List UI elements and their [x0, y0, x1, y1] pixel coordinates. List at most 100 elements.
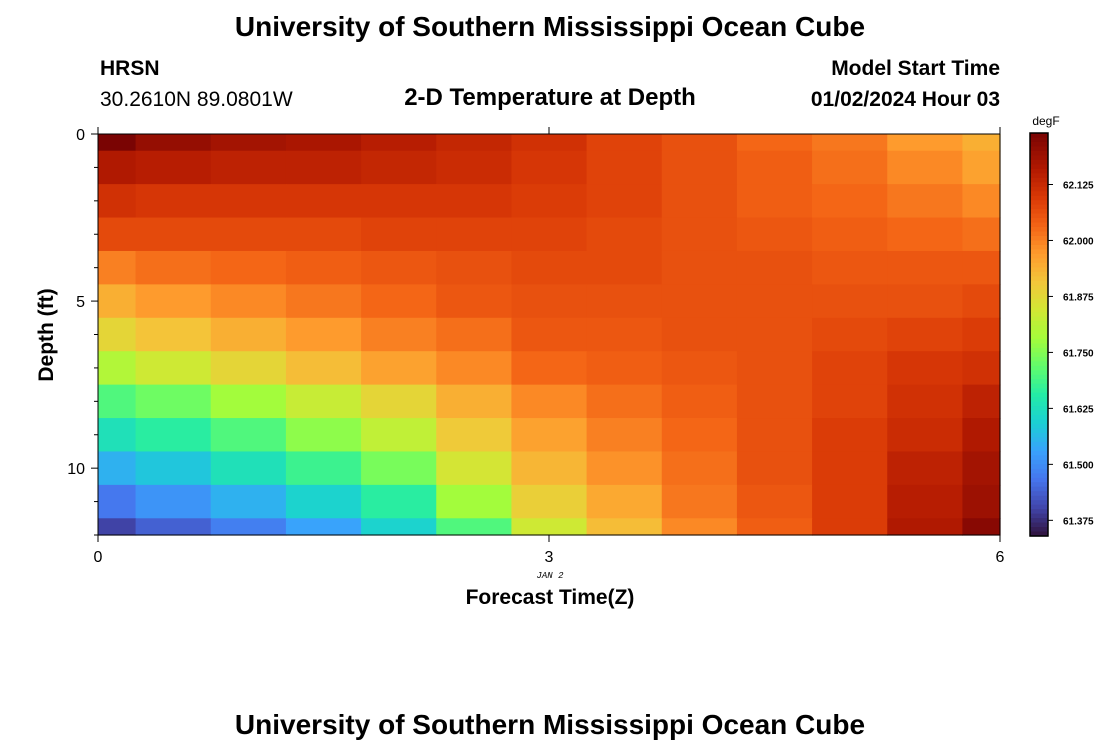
heatmap-cell [285, 184, 362, 219]
heatmap-cell [135, 217, 212, 252]
colorbar-segment [1030, 182, 1048, 188]
heatmap-cell [436, 451, 513, 486]
heatmap-cell [436, 184, 513, 219]
colorbar-segment [1030, 397, 1048, 403]
heatmap-cell [511, 317, 588, 352]
colorbar-tick-label: 62.125 [1063, 180, 1094, 191]
colorbar-segment [1030, 504, 1048, 510]
heatmap-cell [361, 184, 437, 219]
colorbar-segment [1030, 222, 1048, 228]
colorbar-segment [1030, 141, 1048, 148]
heatmap-cell [812, 217, 888, 252]
colorbar-segment [1030, 312, 1048, 318]
chart-title: University of Southern Mississippi Ocean… [235, 11, 865, 42]
colorbar-segment [1030, 419, 1048, 425]
colorbar-segment [1030, 527, 1048, 533]
heatmap-cell [812, 134, 888, 152]
heatmap-cell [210, 284, 287, 319]
heatmap-cell [210, 134, 287, 152]
heatmap-cell [887, 484, 964, 519]
x-tick-label: 6 [996, 549, 1005, 566]
colorbar-segment [1030, 509, 1048, 515]
heatmap-cell [285, 284, 362, 319]
colorbar-segment [1030, 361, 1048, 367]
heatmap-cell [511, 518, 588, 536]
heatmap-cell [98, 384, 137, 419]
heatmap-cell [98, 134, 137, 152]
heatmap-cell [887, 418, 964, 453]
heatmap-cell [887, 217, 964, 252]
colorbar-segment [1030, 473, 1048, 479]
heatmap-cell [661, 284, 738, 319]
heatmap-cell [436, 150, 513, 185]
heatmap-cell [887, 451, 964, 486]
colorbar-tick-label: 61.875 [1063, 292, 1094, 303]
heatmap-cell [586, 351, 663, 386]
heatmap-cell [511, 134, 588, 152]
colorbar-segment [1030, 424, 1048, 430]
heatmap-cell [812, 351, 888, 386]
heatmap-cell [736, 518, 813, 536]
colorbar-segment [1030, 133, 1048, 139]
colorbar-segment [1030, 231, 1048, 237]
heatmap-cell [210, 351, 287, 386]
colorbar-segment [1030, 334, 1048, 340]
colorbar-segment [1030, 343, 1048, 349]
heatmap-cell [812, 484, 888, 519]
heatmap-cell [887, 518, 964, 536]
heatmap-cell [361, 217, 437, 252]
x-axis-label: Forecast Time(Z) [466, 586, 635, 609]
heatmap-cell [98, 317, 137, 352]
heatmap-cell [812, 451, 888, 486]
plot-title: 2-D Temperature at Depth [404, 84, 696, 111]
colorbar-segment [1030, 441, 1048, 448]
heatmap-cell [361, 384, 437, 419]
heatmap-cell [962, 317, 1001, 352]
heatmap-cell [661, 451, 738, 486]
colorbar-segment [1030, 450, 1048, 456]
heatmap-cell [661, 384, 738, 419]
colorbar-segment [1030, 482, 1048, 488]
heatmap-cell [135, 284, 212, 319]
colorbar-segment [1030, 415, 1048, 421]
axes: 0 5 10 0 3 6 [67, 127, 1005, 566]
heatmap-cell [436, 484, 513, 519]
heatmap-cell [736, 284, 813, 319]
heatmap-cell [98, 150, 137, 185]
colorbar-segment [1030, 370, 1048, 376]
colorbar-segment [1030, 173, 1048, 179]
heatmap-cell [135, 317, 212, 352]
heatmap-cell [361, 451, 437, 486]
heatmap-cell [812, 150, 888, 185]
colorbar-segment [1030, 249, 1048, 255]
colorbar: 61.375 61.500 61.625 61.750 61.875 62.000 62.1… [1029, 132, 1094, 537]
heatmap-cell [361, 134, 437, 152]
heatmap-cell [887, 150, 964, 185]
colorbar-segment [1030, 495, 1048, 501]
heatmap-cell [210, 217, 287, 252]
colorbar-segment [1030, 330, 1048, 336]
heatmap-cell [98, 451, 137, 486]
heatmap-cell [511, 150, 588, 185]
heatmap-cell [135, 484, 212, 519]
heatmap-cell [98, 518, 137, 536]
colorbar-tick-label: 61.500 [1063, 460, 1094, 471]
heatmap-cell [210, 518, 287, 536]
heatmap-cell [285, 518, 362, 536]
heatmap-cell [511, 384, 588, 419]
heatmap-cell [736, 451, 813, 486]
heatmap-cell [812, 184, 888, 219]
colorbar-segment [1030, 356, 1048, 362]
heatmap-cell [586, 384, 663, 419]
heatmap-cell [586, 217, 663, 252]
heatmap-cell [285, 250, 362, 285]
heatmap-cell [962, 418, 1001, 453]
heatmap-cells [98, 134, 1001, 536]
colorbar-segment [1030, 168, 1048, 174]
colorbar-segment [1030, 468, 1048, 474]
heatmap-cell [285, 418, 362, 453]
heatmap-cell [962, 250, 1001, 285]
colorbar-segment [1030, 347, 1048, 354]
heatmap-cell [661, 484, 738, 519]
heatmap-cell [962, 484, 1001, 519]
